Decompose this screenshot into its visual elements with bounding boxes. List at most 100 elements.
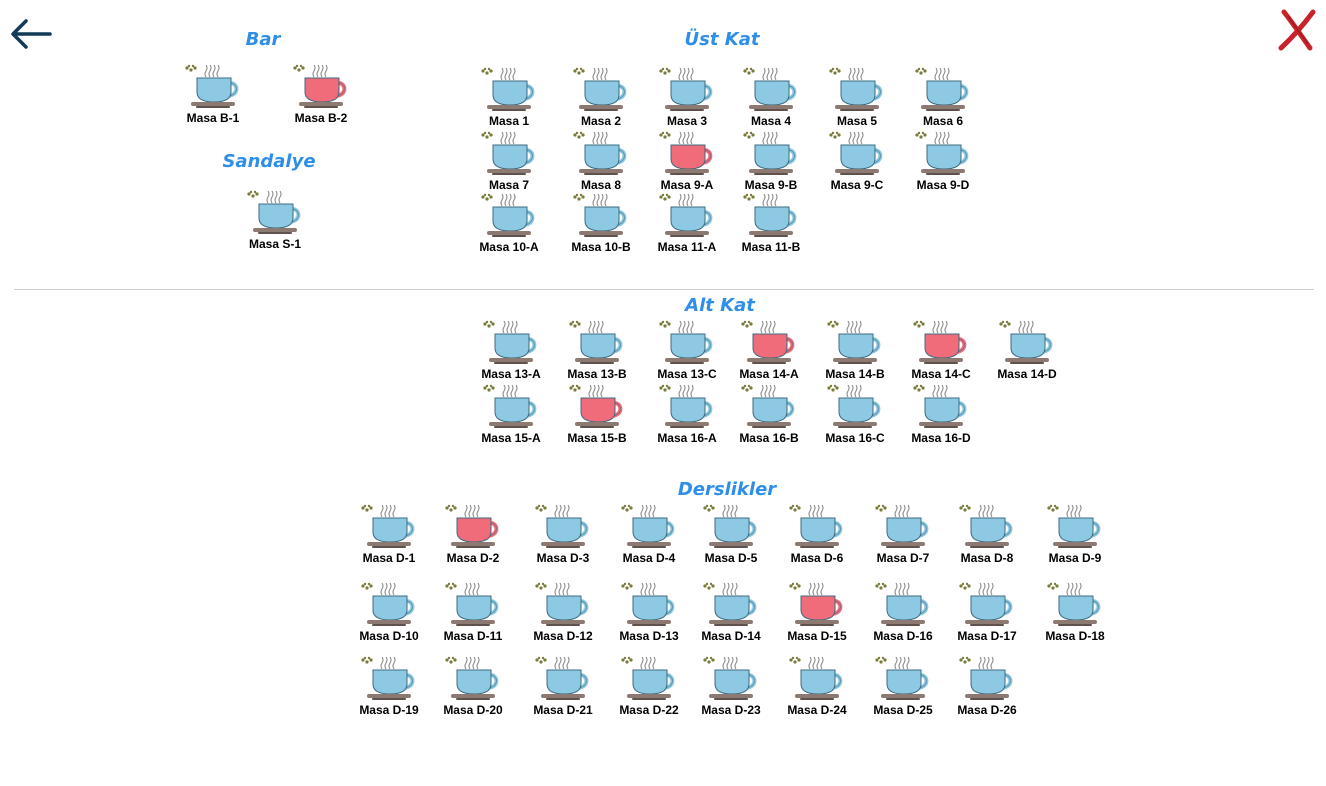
table-masa-9-d[interactable]: Masa 9-D — [908, 131, 978, 193]
table-masa-16-d[interactable]: Masa 16-D — [906, 384, 976, 446]
coffee-cup-icon — [829, 67, 883, 111]
table-masa-2[interactable]: Masa 2 — [566, 67, 636, 129]
coffee-cup-icon — [621, 582, 675, 626]
coffee-cup-icon — [573, 193, 627, 237]
table-masa-3[interactable]: Masa 3 — [652, 67, 722, 129]
table-label: Masa D-18 — [1045, 629, 1105, 643]
close-button[interactable] — [1278, 8, 1318, 52]
table-masa-14-a[interactable]: Masa 14-A — [734, 320, 804, 382]
back-button[interactable] — [8, 14, 54, 54]
coffee-cup-icon — [743, 131, 797, 175]
table-masa-d-3[interactable]: Masa D-3 — [528, 504, 598, 566]
coffee-cup-icon — [913, 384, 967, 428]
table-masa-d-15[interactable]: Masa D-15 — [782, 582, 852, 644]
table-masa-s-1[interactable]: Masa S-1 — [240, 190, 310, 252]
table-masa-d-14[interactable]: Masa D-14 — [696, 582, 766, 644]
table-masa-d-18[interactable]: Masa D-18 — [1040, 582, 1110, 644]
table-masa-16-b[interactable]: Masa 16-B — [734, 384, 804, 446]
table-label: Masa D-2 — [446, 551, 500, 565]
table-label: Masa D-25 — [873, 703, 933, 717]
table-masa-d-2[interactable]: Masa D-2 — [438, 504, 508, 566]
table-masa-d-17[interactable]: Masa D-17 — [952, 582, 1022, 644]
coffee-cup-icon — [959, 582, 1013, 626]
table-label: Masa D-23 — [701, 703, 761, 717]
table-masa-d-4[interactable]: Masa D-4 — [614, 504, 684, 566]
close-x-icon — [1278, 9, 1316, 51]
table-label: Masa 11-A — [657, 240, 717, 254]
table-masa-10-a[interactable]: Masa 10-A — [474, 193, 544, 255]
table-masa-d-20[interactable]: Masa D-20 — [438, 656, 508, 718]
section-title-derslikler: Derslikler — [677, 479, 777, 500]
table-label: Masa 13-C — [657, 367, 717, 381]
coffee-cup-icon — [247, 190, 301, 234]
table-masa-1[interactable]: Masa 1 — [474, 67, 544, 129]
table-label: Masa 9-B — [744, 178, 798, 192]
table-masa-6[interactable]: Masa 6 — [908, 67, 978, 129]
table-masa-d-26[interactable]: Masa D-26 — [952, 656, 1022, 718]
table-masa-b-2[interactable]: Masa B-2 — [286, 64, 356, 126]
table-masa-10-b[interactable]: Masa 10-B — [566, 193, 636, 255]
table-label: Masa D-22 — [619, 703, 679, 717]
table-masa-d-21[interactable]: Masa D-21 — [528, 656, 598, 718]
table-masa-d-5[interactable]: Masa D-5 — [696, 504, 766, 566]
table-masa-9-b[interactable]: Masa 9-B — [736, 131, 806, 193]
section-title-alt-kat: Alt Kat — [685, 295, 755, 316]
table-masa-15-a[interactable]: Masa 15-A — [476, 384, 546, 446]
table-masa-13-a[interactable]: Masa 13-A — [476, 320, 546, 382]
table-masa-d-19[interactable]: Masa D-19 — [354, 656, 424, 718]
coffee-cup-icon — [569, 384, 623, 428]
table-label: Masa 3 — [666, 114, 708, 128]
table-masa-4[interactable]: Masa 4 — [736, 67, 806, 129]
table-masa-9-c[interactable]: Masa 9-C — [822, 131, 892, 193]
table-masa-d-22[interactable]: Masa D-22 — [614, 656, 684, 718]
table-masa-16-a[interactable]: Masa 16-A — [652, 384, 722, 446]
coffee-cup-icon — [789, 656, 843, 700]
table-masa-9-a[interactable]: Masa 9-A — [652, 131, 722, 193]
coffee-cup-icon — [829, 131, 883, 175]
table-masa-d-24[interactable]: Masa D-24 — [782, 656, 852, 718]
table-masa-15-b[interactable]: Masa 15-B — [562, 384, 632, 446]
table-masa-11-b[interactable]: Masa 11-B — [736, 193, 806, 255]
table-label: Masa D-6 — [790, 551, 844, 565]
table-masa-d-1[interactable]: Masa D-1 — [354, 504, 424, 566]
table-masa-b-1[interactable]: Masa B-1 — [178, 64, 248, 126]
table-masa-d-8[interactable]: Masa D-8 — [952, 504, 1022, 566]
coffee-cup-icon — [185, 64, 239, 108]
table-masa-d-13[interactable]: Masa D-13 — [614, 582, 684, 644]
table-masa-d-16[interactable]: Masa D-16 — [868, 582, 938, 644]
table-masa-d-11[interactable]: Masa D-11 — [438, 582, 508, 644]
table-masa-13-b[interactable]: Masa 13-B — [562, 320, 632, 382]
coffee-cup-icon — [913, 320, 967, 364]
table-masa-14-b[interactable]: Masa 14-B — [820, 320, 890, 382]
table-masa-11-a[interactable]: Masa 11-A — [652, 193, 722, 255]
table-masa-d-25[interactable]: Masa D-25 — [868, 656, 938, 718]
table-masa-16-c[interactable]: Masa 16-C — [820, 384, 890, 446]
table-masa-d-10[interactable]: Masa D-10 — [354, 582, 424, 644]
table-label: Masa D-21 — [533, 703, 593, 717]
table-label: Masa D-16 — [873, 629, 933, 643]
table-label: Masa 16-D — [911, 431, 971, 445]
coffee-cup-icon — [535, 656, 589, 700]
table-masa-d-6[interactable]: Masa D-6 — [782, 504, 852, 566]
table-masa-7[interactable]: Masa 7 — [474, 131, 544, 193]
table-label: Masa D-19 — [359, 703, 419, 717]
table-masa-13-c[interactable]: Masa 13-C — [652, 320, 722, 382]
table-masa-d-23[interactable]: Masa D-23 — [696, 656, 766, 718]
section-title-ust-kat: Üst Kat — [684, 29, 760, 50]
table-masa-14-c[interactable]: Masa 14-C — [906, 320, 976, 382]
coffee-cup-icon — [659, 67, 713, 111]
table-masa-14-d[interactable]: Masa 14-D — [992, 320, 1062, 382]
coffee-cup-icon — [361, 504, 415, 548]
table-masa-d-9[interactable]: Masa D-9 — [1040, 504, 1110, 566]
coffee-cup-icon — [569, 320, 623, 364]
table-masa-d-12[interactable]: Masa D-12 — [528, 582, 598, 644]
coffee-cup-icon — [875, 582, 929, 626]
coffee-cup-icon — [915, 131, 969, 175]
table-label: Masa S-1 — [248, 237, 302, 251]
table-masa-5[interactable]: Masa 5 — [822, 67, 892, 129]
table-masa-d-7[interactable]: Masa D-7 — [868, 504, 938, 566]
coffee-cup-icon — [741, 384, 795, 428]
coffee-cup-icon — [915, 67, 969, 111]
table-masa-8[interactable]: Masa 8 — [566, 131, 636, 193]
table-label: Masa D-11 — [443, 629, 503, 643]
